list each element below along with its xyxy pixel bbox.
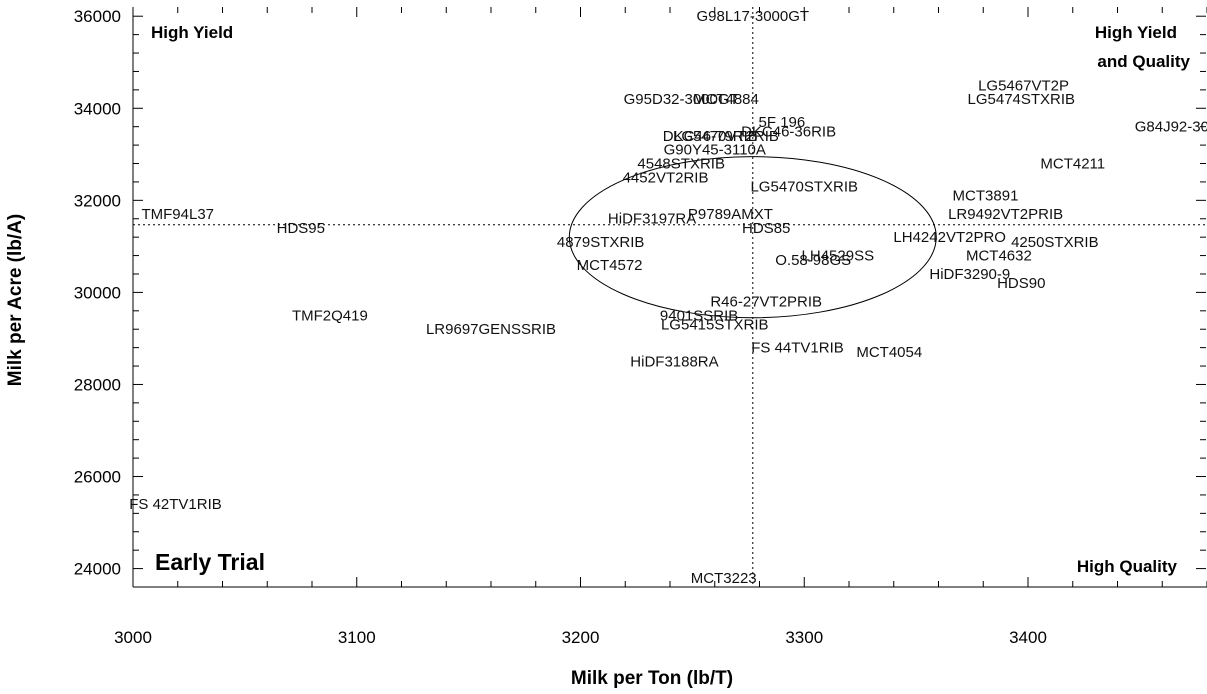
data-point-label: DKC46-79RIB [663, 128, 758, 145]
quadrant-label-top-right-line1: High Yield [1095, 23, 1177, 42]
y-tick-label: 34000 [74, 99, 121, 118]
mean-lines [133, 7, 1207, 587]
y-tick-label: 32000 [74, 191, 121, 210]
data-point-label: 4548STXRIB [637, 156, 725, 173]
data-point-label: 5F 196 [759, 114, 806, 131]
data-point-label: G84J92-3011A [1135, 119, 1207, 136]
y-tick-label: 24000 [74, 560, 121, 579]
data-point-label: G90Y45-3110A [664, 142, 766, 159]
data-point-label: HDS90 [997, 275, 1045, 292]
y-tick-label: 26000 [74, 468, 121, 487]
data-point-label: LH4242VT2PRO [893, 229, 1006, 246]
data-point-label: MCT4572 [577, 257, 643, 274]
data-point-label: 4879STXRIB [557, 234, 645, 251]
data-point-label: O.58-98GS [775, 252, 851, 269]
data-point-label: FS 44TV1RIB [751, 340, 844, 357]
x-tick-label: 3400 [1009, 628, 1047, 647]
confidence-ellipse [568, 156, 937, 319]
data-point-label: FS 42TV1RIB [129, 496, 222, 513]
quadrant-label-bottom-left: Early Trial [155, 549, 265, 575]
y-tick-label: 28000 [74, 375, 121, 394]
data-point-label: HDS85 [742, 220, 790, 237]
data-point-label: MCT3891 [953, 188, 1019, 205]
data-point-label: LG5470STXRIB [750, 179, 858, 196]
quadrant-label-bottom-right: High Quality [1077, 557, 1178, 576]
axis-ticks [132, 7, 1207, 587]
data-point-label: LR9697GENSSRIB [426, 321, 556, 338]
data-point-label: LG5415STXRIB [661, 317, 769, 334]
confidence-ellipse-layer [568, 156, 937, 319]
data-point-label: MCT4211 [1040, 156, 1105, 173]
data-point-label: LG5467VT2P [978, 77, 1069, 94]
x-tick-label: 3300 [785, 628, 823, 647]
data-point-label: 4250STXRIB [1011, 234, 1099, 251]
data-point-label: HiDF3290-9 [929, 266, 1010, 283]
data-point-label: DKC46-36RIB [741, 123, 836, 140]
data-point-label: G95D32-3000GT [624, 91, 739, 108]
x-tick-label: 3000 [114, 628, 152, 647]
data-point-label: 4452VT2RIB [623, 169, 709, 186]
data-point-label: TMF2Q419 [292, 307, 368, 324]
data-point-label: R46-27VT2PRIB [710, 294, 822, 311]
data-point-label: MCT3223 [691, 570, 757, 587]
quadrant-label-top-right-line2: and Quality [1097, 52, 1190, 71]
quadrant-label-top-left: High Yield [151, 23, 233, 42]
data-point-label: LG5470VT2RIB [673, 128, 779, 145]
data-point-label: MCT4054 [856, 344, 922, 361]
data-point-label: HiDF3197RA [608, 211, 696, 228]
x-tick-label: 3100 [338, 628, 376, 647]
y-tick-label: 30000 [74, 283, 121, 302]
data-point-label: G98L17-3000GT [696, 8, 809, 25]
x-axis-title: Milk per Ton (lb/T) [571, 668, 733, 689]
data-point-label: HiDF3188RA [630, 353, 718, 370]
y-tick-label: 36000 [74, 7, 121, 26]
data-point-label: MCT4632 [966, 248, 1032, 265]
data-point-label: LH4529SS [802, 248, 875, 265]
y-axis-title: Milk per Acre (lb/A) [5, 214, 26, 386]
data-point-label: LR9492VT2PRIB [948, 206, 1063, 223]
data-point-label: MCT4884 [693, 91, 759, 108]
data-point-label: LG5474STXRIB [968, 91, 1076, 108]
data-point-label: 9401SSRIB [660, 307, 738, 324]
tick-labels: 3000 3100 3200 3300 3400 24000 26000 28000 30000… [74, 7, 1047, 647]
x-tick-label: 3200 [562, 628, 600, 647]
data-point-label: TMF94L37 [141, 206, 214, 223]
data-point-label: P9789AMXT [688, 206, 773, 223]
data-point-label: HDS95 [277, 220, 325, 237]
